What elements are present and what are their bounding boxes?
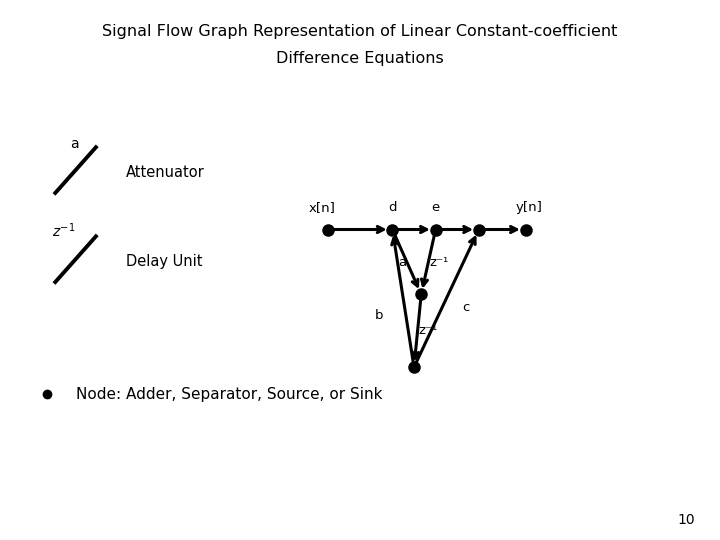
- Text: Attenuator: Attenuator: [126, 165, 204, 180]
- Text: e: e: [431, 201, 440, 214]
- Text: z⁻¹: z⁻¹: [430, 256, 449, 269]
- Text: x[n]: x[n]: [308, 201, 336, 214]
- Text: d: d: [388, 201, 397, 214]
- Text: z⁻¹: z⁻¹: [419, 324, 438, 337]
- Text: Signal Flow Graph Representation of Linear Constant-coefficient: Signal Flow Graph Representation of Line…: [102, 24, 618, 39]
- Text: $z^{-1}$: $z^{-1}$: [52, 222, 75, 240]
- Text: Delay Unit: Delay Unit: [126, 254, 202, 269]
- Text: c: c: [462, 301, 469, 314]
- Text: 10: 10: [678, 512, 695, 526]
- Text: a: a: [70, 137, 78, 151]
- Text: Node: Adder, Separator, Source, or Sink: Node: Adder, Separator, Source, or Sink: [76, 387, 382, 402]
- Text: y[n]: y[n]: [516, 201, 543, 214]
- Text: Difference Equations: Difference Equations: [276, 51, 444, 66]
- Text: b: b: [375, 309, 384, 322]
- Text: a: a: [398, 256, 407, 269]
